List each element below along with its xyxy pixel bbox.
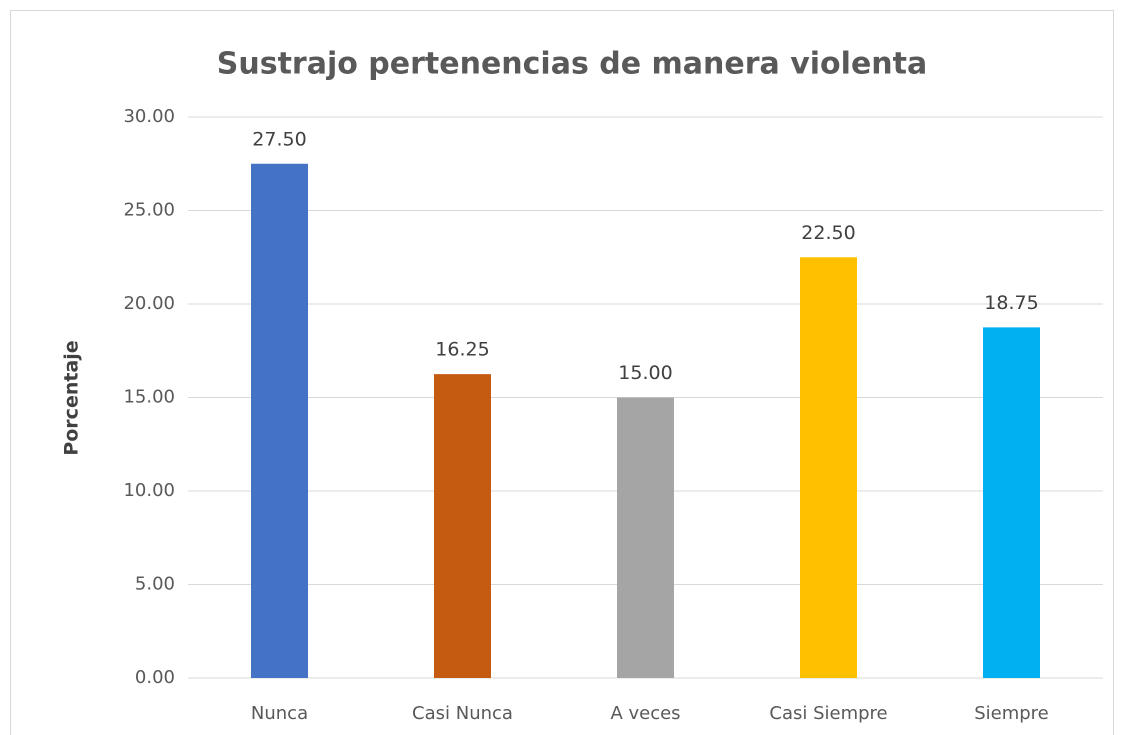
data-label: 22.50 [801,222,855,244]
y-tick-label: 30.00 [123,106,175,127]
y-tick-label: 5.00 [135,574,175,595]
x-tick-label: Nunca [251,703,308,724]
x-tick-label: A veces [610,703,680,724]
bar [434,374,491,678]
y-tick-label: 25.00 [123,200,175,221]
y-tick-label: 0.00 [135,667,175,688]
bar [800,257,857,678]
x-tick-label: Siempre [974,703,1049,724]
data-label: 18.75 [984,292,1038,314]
bar [983,327,1040,678]
data-label: 16.25 [435,339,489,361]
y-tick-label: 15.00 [123,387,175,408]
chart-title: Sustrajo pertenencias de manera violenta [217,47,928,82]
y-tick-label: 10.00 [123,480,175,501]
chart-border [10,10,1114,735]
x-tick-label: Casi Nunca [412,703,513,724]
bar [617,397,674,678]
data-label: 27.50 [252,128,306,150]
x-tick-label: Casi Siempre [769,703,887,724]
y-tick-label: 20.00 [123,293,175,314]
data-label: 15.00 [618,362,672,384]
y-axis-label: Porcentaje [61,340,83,455]
bar [251,163,308,678]
